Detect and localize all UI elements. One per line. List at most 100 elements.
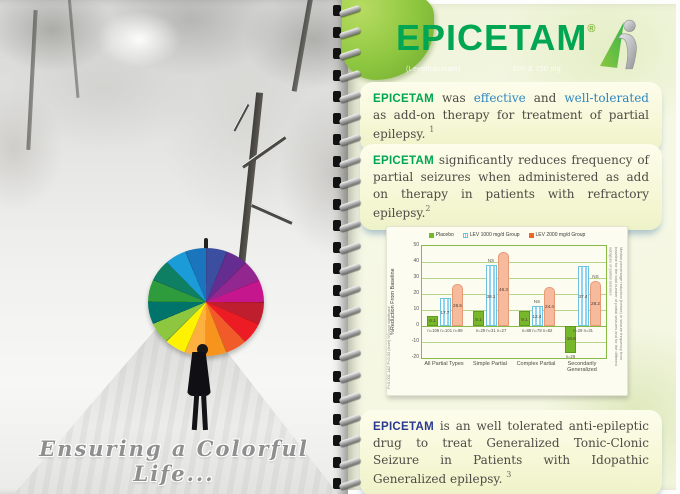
ring-clamp [333, 478, 341, 489]
spiral-ring [330, 391, 368, 405]
spiral-ring [330, 198, 368, 211]
ring-clamp [333, 370, 341, 382]
bar-value-label: 26.5 [453, 302, 462, 308]
ring-clamp [333, 306, 341, 317]
ring-clamp [333, 48, 341, 59]
sample-size-label: n=28 n=31 [572, 327, 594, 333]
ring-coil [338, 155, 362, 168]
ring-coil [338, 26, 362, 39]
umbrella-tip [204, 238, 208, 252]
spiral-ring [330, 241, 368, 254]
ring-coil [338, 241, 362, 254]
jumping-figure-icon [600, 19, 638, 70]
bar-value-label: 37.4 [578, 294, 588, 300]
ring-clamp [333, 284, 341, 296]
bar-lev-1000-mg-d-group [577, 266, 589, 326]
bar-chart: Placebo LEV 1000 mg/d Group LEV 2000 mg/d … [386, 226, 628, 396]
tree-trunk [67, 0, 80, 98]
ring-clamp [333, 112, 341, 124]
ring-coil [338, 112, 362, 125]
ring-coil [338, 69, 362, 82]
spiral-ring [330, 370, 368, 383]
bar-lev-2000-mg-d-group [498, 251, 509, 326]
spiral-ring [330, 262, 368, 276]
spiral-ring [330, 155, 368, 168]
category-label: Complex Partial [516, 361, 556, 367]
ring-clamp [333, 155, 341, 167]
bar-value-label: 38.1 [486, 293, 496, 299]
y-tick-label: -10 [411, 338, 419, 344]
spiral-ring [330, 477, 368, 491]
ring-clamp [333, 435, 341, 446]
ring-coil [338, 133, 362, 147]
tree-branch [232, 103, 250, 132]
ring-clamp [333, 220, 341, 231]
ring-coil [338, 348, 362, 362]
ring-clamp [333, 413, 341, 425]
legend-label: LEV 2000 mg/d Group [535, 232, 586, 238]
y-tick-label: 0 [416, 322, 419, 328]
spiral-ring [330, 348, 368, 362]
sample-size-label: n=106 n=101 n=98 [427, 327, 463, 333]
chart-source-note: Median percentage reduction (before) in … [608, 247, 624, 366]
gridline [422, 262, 606, 263]
registered-mark: ® [587, 23, 597, 35]
ring-coil [338, 176, 362, 190]
bar-value-label: 46.3 [499, 286, 508, 292]
tree-trunk [291, 0, 314, 92]
y-tick-label: 30 [413, 274, 419, 280]
legend-label: Placebo [435, 232, 454, 238]
brand-wordmark: EPICETAM [396, 17, 588, 58]
legend-label: LEV 1000 mg/d Group [469, 232, 520, 238]
spiral-ring [330, 284, 368, 297]
ring-clamp [333, 26, 341, 38]
category-label: Secondarily Generalized [567, 361, 597, 374]
zero-line [422, 326, 606, 327]
logo-tagline: (Levetiracetam) 500 & 750 mg [406, 66, 561, 73]
ring-clamp [333, 263, 341, 274]
photo-caption: Ensuring a Colorful Life... [39, 436, 309, 486]
highlight-effective: effective [473, 91, 526, 105]
reference-superscript: 1 [429, 124, 435, 134]
spiral-binding [330, 0, 368, 494]
brand-mention: EPICETAM [373, 155, 434, 167]
spiral-ring [330, 219, 368, 233]
ring-coil [338, 456, 362, 469]
person-silhouette-head [197, 344, 208, 355]
bar-value-label: 9.1 [521, 316, 528, 322]
bar-lev-1000-mg-d-group [531, 306, 543, 326]
callout-text: was [433, 91, 474, 105]
bar-value-label: 28.2 [591, 301, 600, 307]
chart-legend: Placebo LEV 1000 mg/d Group LEV 2000 mg/d … [387, 232, 627, 238]
y-tick-label: 50 [413, 242, 419, 248]
callout-effective: EPICETAM was effective and well-tolerate… [360, 82, 662, 152]
bar-value-label: 24.4 [545, 304, 554, 310]
spiral-ring [330, 434, 368, 448]
category-label: All Partial Types [424, 361, 464, 367]
y-tick-label: 10 [413, 306, 419, 312]
tree-trunk [26, 9, 38, 151]
reference-superscript: 3 [506, 469, 512, 479]
callout-generalized-epilepsy: EPICETAM is an well tolerated anti-epile… [360, 410, 662, 494]
winter-photo: Ensuring a Colorful Life... [0, 0, 348, 494]
highlight-well-tolerated: well-tolerated [564, 91, 649, 105]
legend-marker [428, 232, 434, 238]
ring-clamp [333, 327, 341, 339]
sample-size-label: n=29 n=31 n=27 [475, 327, 507, 333]
bar-lev-1000-mg-d-group [439, 297, 451, 326]
ring-clamp [333, 177, 341, 188]
sample-size-label: n=88 n=78 n=82 [521, 327, 553, 333]
legend-marker [462, 232, 468, 238]
bar-lev-2000-mg-d-group [452, 283, 463, 326]
significance-label: NS [533, 299, 541, 305]
ring-coil [338, 477, 362, 491]
bar-lev-2000-mg-d-group [590, 280, 601, 326]
bar-placebo [473, 311, 484, 326]
callout-text: significantly reduces frequency of parti… [373, 153, 649, 220]
legend-item: LEV 1000 mg/d Group [462, 232, 520, 238]
gridline [422, 342, 606, 343]
ring-clamp [333, 456, 341, 468]
callout-seizure-reduction: EPICETAM significantly reduces frequency… [360, 144, 662, 231]
spiral-ring [330, 4, 368, 18]
ring-coil [338, 4, 362, 18]
